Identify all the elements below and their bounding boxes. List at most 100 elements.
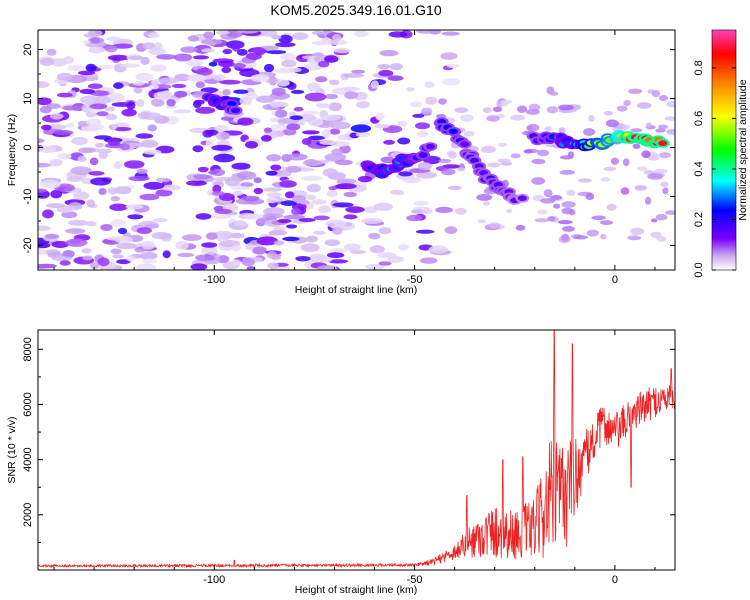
heat-cell bbox=[373, 202, 394, 211]
heat-cell bbox=[236, 48, 248, 56]
heat-cell bbox=[79, 88, 96, 95]
snr-background bbox=[38, 330, 675, 570]
heat-cell bbox=[307, 82, 321, 92]
heat-cell bbox=[482, 107, 492, 114]
y-tick-label: 10 bbox=[22, 92, 34, 104]
heat-cell bbox=[441, 31, 460, 36]
spectrogram-xlabel: Height of straight line (km) bbox=[295, 284, 418, 296]
heat-cell bbox=[128, 175, 150, 182]
heat-cell bbox=[655, 128, 666, 133]
heat-cell bbox=[106, 36, 121, 41]
heat-cell bbox=[397, 120, 408, 127]
heat-cell bbox=[325, 219, 346, 228]
heat-cell bbox=[343, 191, 357, 198]
heat-cell bbox=[50, 58, 67, 67]
heat-cell bbox=[440, 52, 458, 60]
heat-cell bbox=[288, 67, 302, 73]
heat-cell bbox=[303, 110, 320, 115]
heat-cell bbox=[295, 256, 311, 262]
heat-cell bbox=[195, 213, 212, 220]
heat-cell bbox=[628, 88, 643, 95]
heat-cell bbox=[193, 174, 212, 180]
heat-cell bbox=[523, 149, 533, 154]
heat-cell bbox=[268, 230, 287, 236]
heat-cell bbox=[333, 48, 351, 54]
heat-cell bbox=[438, 98, 447, 105]
heat-cell bbox=[415, 229, 435, 234]
heat-cell bbox=[313, 230, 326, 235]
heat-cell bbox=[328, 79, 340, 86]
heat-cell bbox=[71, 136, 88, 146]
colorbar-gradient bbox=[712, 30, 736, 270]
heat-cell bbox=[630, 128, 643, 133]
heat-cell bbox=[315, 103, 331, 108]
heat-cell bbox=[302, 159, 322, 166]
heat-cell bbox=[632, 143, 641, 149]
heat-cell bbox=[201, 48, 216, 53]
heat-cell bbox=[109, 203, 128, 211]
heat-cell bbox=[497, 158, 511, 164]
heat-cell bbox=[136, 227, 152, 235]
heat-cell bbox=[557, 220, 573, 225]
heat-cell bbox=[425, 143, 435, 150]
heat-cell bbox=[275, 42, 296, 48]
heat-cell bbox=[525, 108, 540, 115]
heat-cell bbox=[158, 77, 180, 84]
heat-cell bbox=[286, 224, 298, 229]
heat-cell bbox=[255, 95, 275, 103]
heat-cell bbox=[214, 208, 233, 215]
heat-cell bbox=[112, 254, 124, 259]
heat-cell bbox=[600, 220, 613, 226]
heat-cell bbox=[304, 92, 327, 102]
heat-cell bbox=[284, 191, 295, 199]
heat-cell bbox=[406, 214, 423, 222]
heat-cell bbox=[218, 193, 235, 201]
heat-cell bbox=[134, 247, 146, 253]
heat-cell bbox=[344, 91, 359, 100]
heat-cell bbox=[82, 40, 91, 45]
heat-cell bbox=[645, 122, 653, 128]
heat-cell bbox=[197, 166, 209, 173]
colorbar-tick-label: 0.4 bbox=[693, 161, 705, 176]
heat-cell bbox=[56, 72, 73, 81]
heat-cell bbox=[448, 151, 457, 159]
heat-cell bbox=[94, 142, 104, 148]
heat-cell bbox=[517, 195, 527, 201]
heat-cell bbox=[49, 158, 63, 167]
heat-cell bbox=[208, 61, 218, 67]
heat-cell bbox=[537, 149, 550, 157]
heat-cell bbox=[135, 72, 154, 81]
heat-cell bbox=[201, 242, 218, 248]
heat-cell bbox=[177, 252, 195, 258]
heat-cell bbox=[97, 257, 110, 267]
heat-cell bbox=[298, 218, 316, 222]
heat-cell bbox=[86, 118, 102, 127]
heat-cell bbox=[311, 40, 331, 46]
heat-cell bbox=[394, 191, 405, 196]
heat-cell bbox=[141, 240, 156, 250]
heat-cell bbox=[236, 171, 257, 180]
heat-cell bbox=[341, 86, 361, 91]
heat-cell bbox=[336, 178, 357, 185]
heat-cell bbox=[108, 124, 117, 131]
heat-cell bbox=[281, 59, 297, 68]
heat-cell bbox=[41, 124, 52, 131]
heat-cell bbox=[318, 205, 331, 214]
heat-cell bbox=[328, 248, 348, 254]
heat-cell bbox=[38, 225, 51, 232]
heat-cell bbox=[222, 48, 233, 55]
heat-cell bbox=[375, 112, 385, 121]
heat-cell bbox=[543, 189, 553, 198]
heat-cell bbox=[361, 218, 383, 225]
heat-cell bbox=[261, 213, 284, 219]
heat-cell bbox=[231, 162, 251, 170]
heat-cell bbox=[286, 153, 308, 161]
heat-cell bbox=[456, 167, 465, 172]
heat-cell bbox=[230, 259, 241, 267]
heat-cell bbox=[315, 76, 328, 83]
heat-cell bbox=[544, 126, 552, 132]
heat-cell bbox=[620, 187, 630, 195]
heat-cell bbox=[308, 135, 326, 140]
heat-cell bbox=[531, 177, 546, 185]
